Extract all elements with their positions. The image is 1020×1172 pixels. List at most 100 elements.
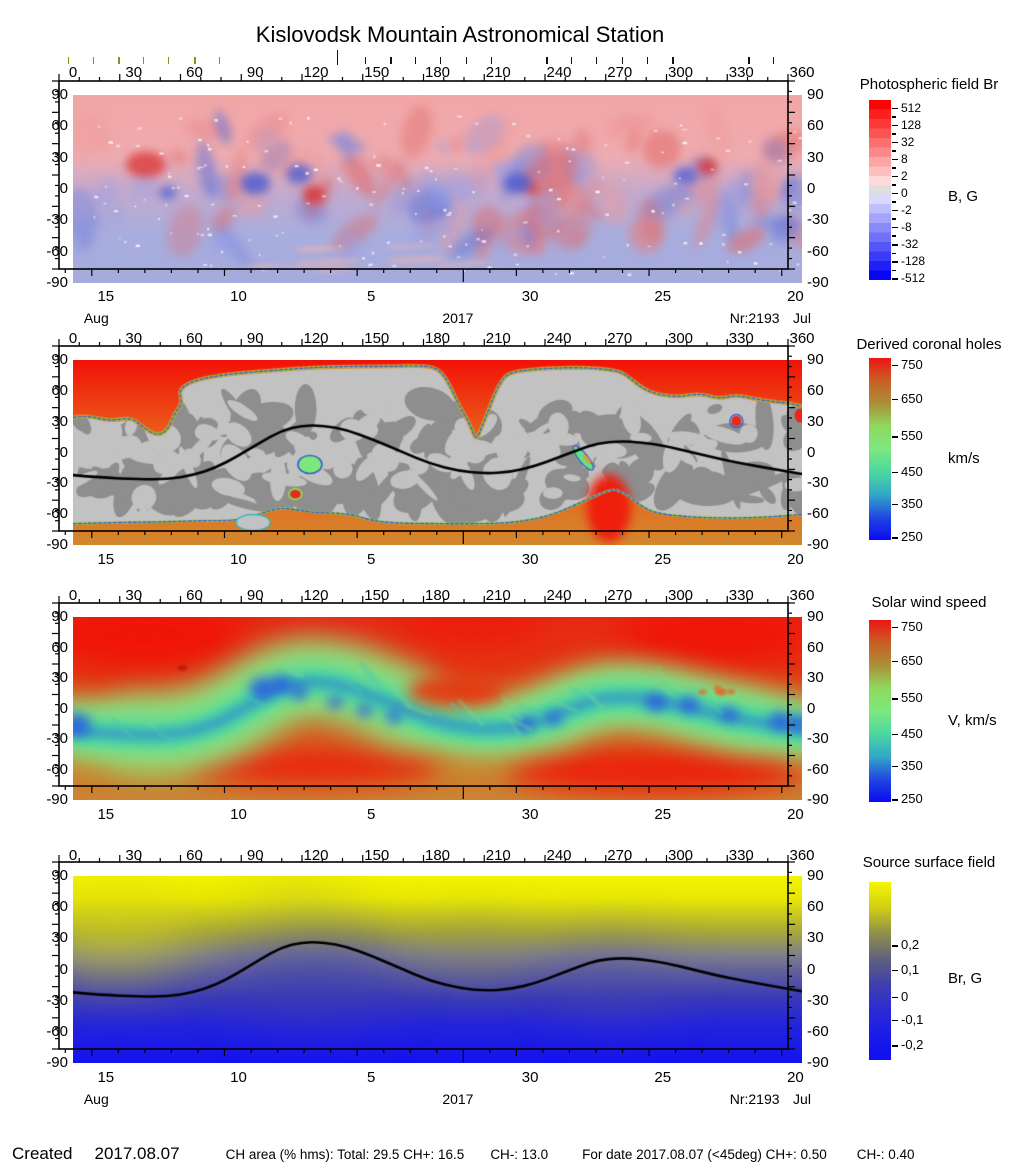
observation-day-tick-black — [414, 57, 417, 64]
lon-tick-label: 210 — [485, 64, 511, 81]
lon-tick-label: 0 — [68, 330, 78, 347]
observation-day-tick-black — [546, 57, 548, 64]
colorbar-tick — [892, 244, 898, 246]
lat-tick-label-left: -60 — [46, 242, 68, 260]
colorbar-tick — [892, 107, 898, 110]
colorbar-tick — [892, 660, 898, 663]
day-tick-label: 30 — [521, 806, 539, 823]
lat-tick-label-left: -90 — [46, 1054, 68, 1071]
lat-tick-label-right: 30 — [807, 929, 824, 947]
ch-minus2-text: CH-: 0.40 — [856, 1147, 915, 1162]
lat-tick-label-left: -30 — [46, 991, 68, 1009]
observation-day-tick-black — [364, 57, 367, 64]
colorbar-minor-tick — [892, 252, 896, 254]
colorbar-tick-label: 750 — [901, 618, 923, 634]
lat-tick-label-right: -90 — [807, 1054, 829, 1071]
lon-tick-label: 30 — [125, 587, 143, 604]
lon-tick-label: 180 — [424, 64, 451, 81]
colorbar-tick-label: 250 — [901, 529, 923, 545]
colorbar-tick-label: -2 — [901, 202, 912, 217]
colorbar-tick — [892, 436, 898, 438]
axis-ticks — [52, 339, 795, 544]
lat-tick-label-right: 30 — [807, 669, 824, 686]
created-date: 2017.08.07 — [94, 1144, 180, 1163]
colorbar-tick-label: 0,1 — [901, 961, 920, 977]
lat-tick-label-right: -30 — [807, 730, 829, 747]
lat-tick-label-left: 0 — [59, 443, 68, 461]
colorbar-unit-photospheric-field: B, G — [948, 188, 979, 205]
day-tick-label: 30 — [521, 551, 539, 568]
colorbar-solar-wind-speed — [869, 620, 891, 802]
day-tick-label: 5 — [366, 551, 376, 568]
lon-tick-label: 330 — [728, 64, 754, 81]
lat-tick-label-right: 0 — [807, 443, 816, 461]
colorbar-tick-label: 250 — [901, 791, 923, 807]
observation-day-tick-black — [465, 57, 468, 64]
lat-tick-label-right: 90 — [807, 86, 824, 103]
lat-tick-label-left: 0 — [59, 699, 68, 717]
lat-tick-label-left: -90 — [46, 536, 68, 553]
colorbar-tick-label: 0,2 — [901, 937, 920, 952]
observation-day-tick-olive — [142, 57, 145, 64]
day-tick-label: 5 — [366, 288, 376, 305]
colorbar-minor-tick — [892, 116, 896, 118]
axis-ticks — [52, 74, 795, 282]
colorbar-unit-solar-wind-speed: V, km/s — [948, 712, 997, 729]
colorbar-tick — [892, 398, 898, 401]
lat-tick-label-right: -90 — [807, 791, 829, 808]
colorbar-tick — [892, 626, 898, 629]
colorbar-tick — [892, 175, 898, 178]
colorbar-tick — [892, 698, 898, 700]
lon-tick-label: 360 — [789, 330, 815, 347]
footer: Created 2017.08.07 CH area (% hms): Tota… — [12, 1144, 1012, 1164]
colorbar-unit-coronal-holes: km/s — [948, 450, 980, 467]
lat-tick-label-left: 0 — [59, 960, 68, 978]
lon-tick-label: 150 — [364, 64, 390, 81]
colorbar-minor-tick — [892, 167, 896, 169]
axis-ticks — [52, 596, 795, 799]
lon-tick-label: 90 — [246, 330, 264, 347]
day-tick-label: 25 — [654, 551, 672, 568]
lat-tick-label-right: 60 — [807, 117, 824, 135]
map-photospheric-field — [52, 74, 802, 283]
time-axis-jul-label: Jul — [793, 310, 811, 326]
observation-day-tick-black — [390, 57, 392, 64]
colorbar-tick — [892, 471, 898, 474]
page-title: Kislovodsk Mountain Astronomical Station — [255, 22, 665, 47]
colorbar-minor-tick — [892, 269, 896, 271]
observation-day-tick-tall — [336, 50, 339, 65]
colorbar-title-solar-wind-speed: Solar wind speed — [871, 594, 987, 611]
lat-tick-label-right: -60 — [807, 242, 829, 260]
lat-tick-label-left: -60 — [46, 1022, 68, 1040]
colorbar-title-coronal-holes: Derived coronal holes — [856, 336, 1002, 353]
colorbar-tick-label: 0 — [901, 185, 908, 200]
colorbar-photospheric-field — [869, 100, 891, 280]
for-date-text: For date 2017.08.07 (<45deg) CH+: 0.50 — [582, 1147, 827, 1162]
observation-day-tick-black — [490, 57, 493, 64]
lat-tick-label-right: 60 — [807, 638, 824, 656]
colorbar-tick-label: 550 — [901, 690, 923, 706]
colorbar-tick — [892, 209, 898, 212]
colorbar-tick-label: 350 — [901, 495, 923, 511]
observation-day-tick-olive — [92, 57, 95, 64]
time-axis-nr-2193-label: Nr:2193 — [729, 310, 780, 326]
colorbar-tick — [892, 278, 898, 280]
colorbar-tick — [892, 192, 898, 195]
day-tick-label: 20 — [787, 1069, 804, 1086]
day-tick-label: 5 — [366, 1069, 376, 1086]
lat-tick-label-right: -30 — [807, 211, 829, 229]
lat-tick-label-right: 90 — [807, 867, 824, 884]
coronal-holes-canvas — [73, 360, 802, 545]
colorbar-tick-label: 0 — [901, 988, 909, 1004]
lon-tick-label: 240 — [546, 64, 572, 81]
colorbar-tick — [892, 364, 898, 367]
colorbar-tick-label: 32 — [901, 134, 915, 149]
colorbar-tick — [892, 799, 898, 801]
map-coronal-holes — [52, 339, 802, 545]
observation-day-tick-olive — [218, 57, 221, 64]
lat-tick-label-right: -90 — [807, 274, 829, 291]
lon-tick-label: 60 — [186, 330, 203, 347]
axis-ticks — [52, 855, 795, 1062]
lon-tick-label: 360 — [789, 847, 815, 864]
